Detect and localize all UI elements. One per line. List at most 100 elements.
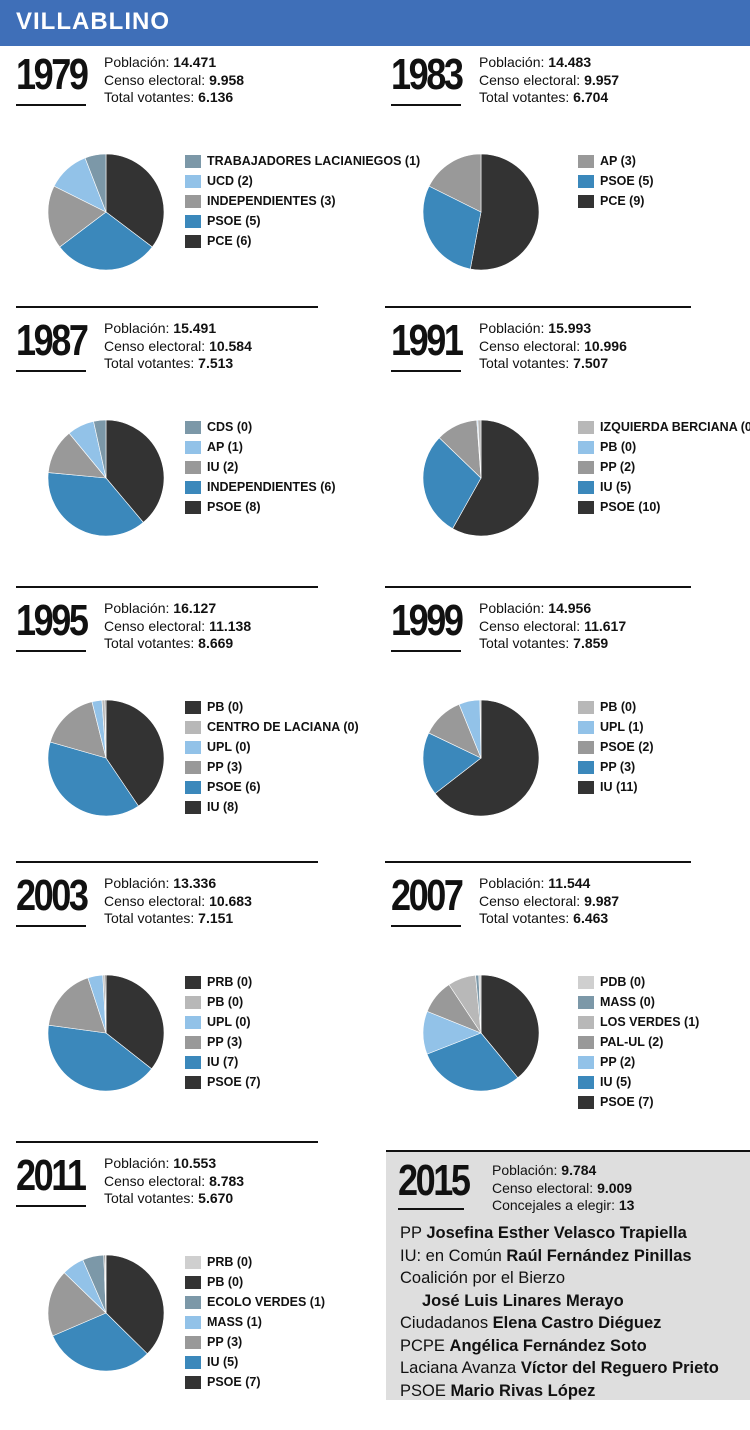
legend-1991: IZQUIERDA BERCIANA (0) PB (0) PP (2) IU (5)… bbox=[578, 417, 750, 517]
legend-label: CENTRO DE LACIANA (0) bbox=[207, 720, 359, 734]
legend-label: PSOE (6) bbox=[207, 780, 261, 794]
votantes-label: Total votantes: bbox=[104, 1190, 195, 1206]
candidate-party: PP bbox=[400, 1224, 422, 1242]
legend-label: PAL-UL (2) bbox=[600, 1035, 664, 1049]
pie-slice bbox=[434, 699, 540, 817]
section-rule bbox=[16, 861, 318, 863]
censo-label: Censo electoral: bbox=[479, 337, 581, 354]
legend-2003: PRB (0) PB (0) UPL (0) PP (3) IU (7) PSOE (7) bbox=[185, 972, 261, 1092]
censo-value: 10.996 bbox=[584, 337, 627, 354]
poblacion-value: 16.127 bbox=[173, 600, 217, 616]
candidate-name: Elena Castro Diéguez bbox=[492, 1314, 662, 1332]
votantes-label: Total votantes: bbox=[104, 910, 195, 926]
pie-slice bbox=[479, 699, 482, 759]
legend-swatch bbox=[185, 480, 201, 494]
legend-label: PSOE (2) bbox=[600, 740, 654, 754]
stats-2011: Población: 10.553 Censo electoral: 8.783 T… bbox=[104, 1155, 244, 1208]
poblacion-value: 14.956 bbox=[548, 600, 592, 616]
legend-swatch bbox=[185, 174, 201, 188]
votantes-label: Total votantes: bbox=[479, 355, 570, 371]
votantes-label: Total votantes: bbox=[479, 635, 570, 651]
candidate-row: PCPE Angélica Fernández Soto bbox=[400, 1335, 750, 1358]
legend-item: PP (2) bbox=[578, 457, 750, 477]
pie-slice bbox=[422, 437, 482, 529]
panel-1987: 1987 Población: 15.491 Censo electoral: 10… bbox=[0, 306, 375, 595]
poblacion-value: 11.544 bbox=[548, 875, 591, 891]
box-top-rule bbox=[386, 1150, 750, 1152]
legend-swatch bbox=[578, 154, 594, 168]
legend-label: PSOE (8) bbox=[207, 500, 261, 514]
legend-swatch bbox=[185, 1055, 201, 1069]
legend-swatch bbox=[185, 800, 201, 814]
pie-slice bbox=[104, 1254, 107, 1314]
panel-1983: 1983 Población: 14.483 Censo electoral: 9.… bbox=[375, 44, 750, 329]
pie-slice bbox=[104, 974, 107, 1034]
votantes-value: 5.670 bbox=[198, 1190, 234, 1206]
pie-slice bbox=[47, 741, 139, 817]
legend-item: INDEPENDIENTES (6) bbox=[185, 477, 336, 497]
censo-value: 9.958 bbox=[209, 71, 245, 88]
votantes-value: 7.507 bbox=[573, 355, 609, 371]
pie-slice bbox=[48, 977, 107, 1034]
legend-swatch bbox=[578, 975, 594, 989]
panel-2011: 2011 Población: 10.553 Censo electoral: 8.… bbox=[0, 1141, 375, 1430]
year-1987: 1987 bbox=[16, 316, 89, 365]
legend-item: PB (0) bbox=[185, 992, 261, 1012]
pie-slice bbox=[49, 701, 107, 759]
legend-item: PSOE (5) bbox=[185, 211, 420, 231]
legend-item: IU (5) bbox=[185, 1352, 325, 1372]
pie-slice bbox=[478, 974, 482, 1034]
legend-swatch bbox=[578, 420, 594, 434]
legend-item: PSOE (8) bbox=[185, 497, 336, 517]
year-underline bbox=[391, 925, 461, 927]
legend-label: INDEPENDIENTES (6) bbox=[207, 480, 336, 494]
pie-slice bbox=[47, 472, 144, 537]
legend-label: PP (2) bbox=[600, 1055, 636, 1069]
censo-value: 10.584 bbox=[209, 337, 252, 354]
legend-item: LOS VERDES (1) bbox=[578, 1012, 699, 1032]
candidate-row: PSOE Mario Rivas López bbox=[400, 1380, 750, 1403]
legend-swatch bbox=[185, 500, 201, 514]
legend-label: INDEPENDIENTES (3) bbox=[207, 194, 336, 208]
legend-item: IU (2) bbox=[185, 457, 336, 477]
legend-item: UPL (1) bbox=[578, 717, 654, 737]
votantes-value: 7.151 bbox=[198, 910, 234, 926]
pie-slice bbox=[105, 419, 165, 523]
legend-label: TRABAJADORES LACIANIEGOS (1) bbox=[207, 154, 421, 168]
legend-swatch bbox=[185, 420, 201, 434]
legend-label: IU (5) bbox=[600, 480, 632, 494]
legend-swatch bbox=[185, 1035, 201, 1049]
section-rule bbox=[16, 586, 318, 588]
censo-label: Censo electoral: bbox=[104, 71, 206, 88]
page-title: VILLABLINO bbox=[16, 8, 170, 35]
legend-swatch bbox=[578, 1075, 594, 1089]
stats-1987: Población: 15.491 Censo electoral: 10.584… bbox=[104, 320, 252, 373]
legend-item: AP (1) bbox=[185, 437, 336, 457]
legend-item: PSOE (6) bbox=[185, 777, 359, 797]
legend-2011: PRB (0) PB (0) ECOLO VERDES (1) MASS (1) PP … bbox=[185, 1252, 325, 1392]
legend-label: MASS (1) bbox=[207, 1315, 262, 1329]
legend-item: PSOE (7) bbox=[185, 1372, 325, 1392]
legend-item: UCD (2) bbox=[185, 171, 420, 191]
title-bar: VILLABLINO bbox=[0, 0, 750, 46]
legend-label: UPL (0) bbox=[207, 740, 251, 754]
censo-value: 9.957 bbox=[584, 71, 620, 88]
pie-slice bbox=[93, 419, 107, 479]
censo-label: Censo electoral: bbox=[104, 892, 206, 909]
pie-slice bbox=[47, 1272, 107, 1337]
legend-item: PB (0) bbox=[185, 697, 359, 717]
poblacion-label: Población: bbox=[104, 54, 170, 70]
legend-swatch bbox=[578, 720, 594, 734]
poblacion-label: Población: bbox=[479, 875, 545, 891]
poblacion-value: 9.784 bbox=[561, 1162, 597, 1178]
censo-label: Censo electoral: bbox=[479, 892, 581, 909]
legend-item: PP (3) bbox=[578, 757, 654, 777]
legend-1987: CDS (0) AP (1) IU (2) INDEPENDIENTES (6) PSO… bbox=[185, 417, 336, 517]
stats-1995: Población: 16.127 Censo electoral: 11.138… bbox=[104, 600, 251, 653]
pie-slice bbox=[469, 153, 540, 271]
legend-swatch bbox=[185, 1355, 201, 1369]
legend-item: ECOLO VERDES (1) bbox=[185, 1292, 325, 1312]
poblacion-label: Población: bbox=[104, 320, 170, 336]
legend-label: PB (0) bbox=[207, 700, 244, 714]
legend-item: MASS (1) bbox=[185, 1312, 325, 1332]
